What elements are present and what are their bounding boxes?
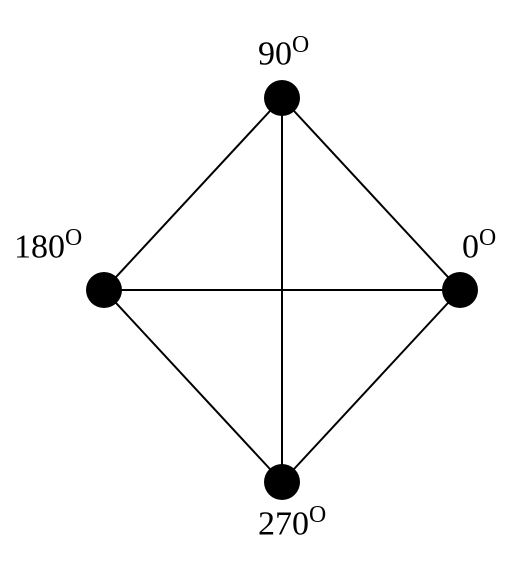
node-top: [264, 80, 300, 116]
node-left: [86, 272, 122, 308]
node-bottom: [264, 464, 300, 500]
label-right-value: 0: [462, 228, 479, 265]
edge-right-bottom: [282, 290, 460, 482]
label-left-value: 180: [14, 228, 65, 265]
edge-top-left: [104, 98, 282, 290]
angle-diagram: [0, 0, 523, 575]
label-right: 0O: [462, 225, 496, 266]
label-bottom-suffix: O: [309, 502, 326, 528]
label-bottom-value: 270: [258, 505, 309, 542]
label-top-suffix: O: [292, 32, 309, 58]
label-top: 90O: [258, 32, 309, 73]
label-left-suffix: O: [65, 225, 82, 251]
label-bottom: 270O: [258, 502, 326, 543]
edge-left-bottom: [104, 290, 282, 482]
label-top-value: 90: [258, 35, 292, 72]
edge-top-right: [282, 98, 460, 290]
label-right-suffix: O: [479, 225, 496, 251]
label-left: 180O: [14, 225, 82, 266]
node-right: [442, 272, 478, 308]
